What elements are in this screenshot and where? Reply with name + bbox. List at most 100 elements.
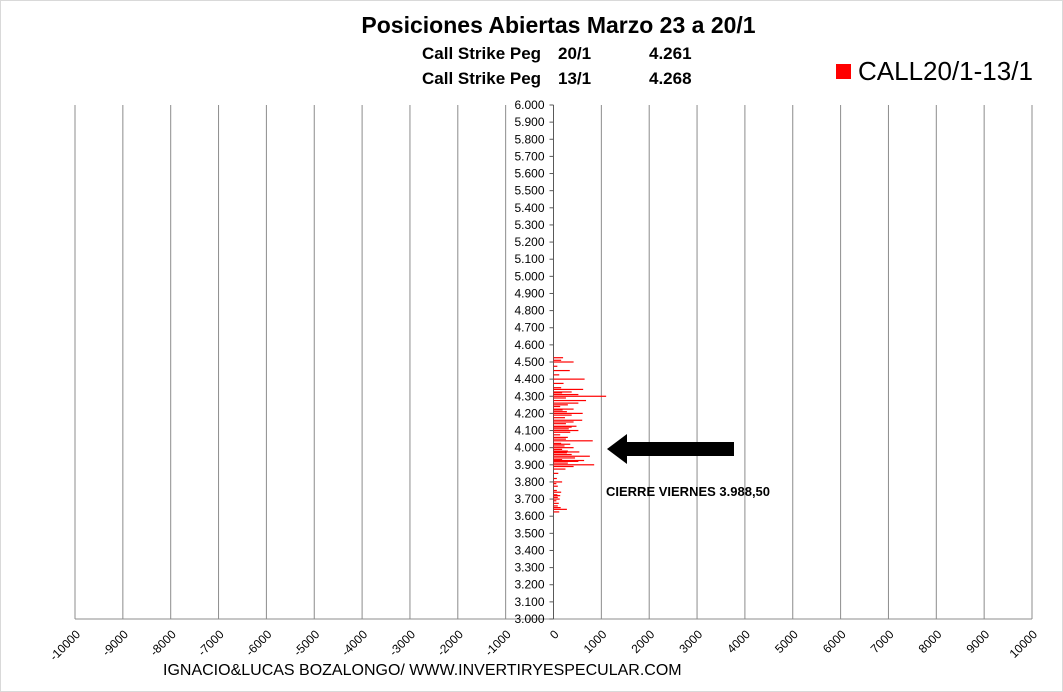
data-bar xyxy=(553,387,562,389)
data-bar xyxy=(553,408,574,410)
data-bar xyxy=(553,414,572,416)
data-bar xyxy=(553,436,568,438)
y-tick-label: 5.700 xyxy=(514,149,544,163)
y-tick-label: 4.000 xyxy=(514,441,544,455)
y-tick-label: 5.500 xyxy=(514,184,544,198)
arrow-shaft xyxy=(622,442,734,456)
data-bar xyxy=(553,496,558,498)
data-bar xyxy=(553,460,579,462)
y-tick-label: 3.200 xyxy=(514,578,544,592)
data-bar xyxy=(553,388,584,391)
data-bar xyxy=(553,464,595,466)
y-tick-label: 5.800 xyxy=(514,132,544,146)
footer-credit: IGNACIO&LUCAS BOZALONGO/ WWW.INVERTIRYES… xyxy=(163,662,682,679)
y-tick-label: 4.900 xyxy=(514,286,544,300)
data-bar xyxy=(553,419,583,421)
subtitle-date-1: 20/1 xyxy=(558,44,592,63)
legend-swatch xyxy=(836,64,851,79)
x-tick-label: 1000 xyxy=(581,627,610,656)
y-tick-label: 3.100 xyxy=(514,595,544,609)
y-tick-label: 6.000 xyxy=(514,98,544,112)
x-tick-label: -4000 xyxy=(339,627,371,659)
data-bar xyxy=(553,489,557,492)
y-tick-label: 5.100 xyxy=(514,252,544,266)
data-bar xyxy=(553,405,561,408)
x-tick-label: 7000 xyxy=(868,627,897,656)
data-bar xyxy=(553,507,561,509)
y-tick-label: 3.600 xyxy=(514,509,544,523)
subtitle-label-1: Call Strike Peg xyxy=(422,44,542,63)
x-tick-label: -3000 xyxy=(386,627,418,659)
data-bar xyxy=(553,445,565,447)
data-bar xyxy=(553,443,571,445)
x-tick-label: -6000 xyxy=(243,627,275,659)
y-tick-label: 3.300 xyxy=(514,561,544,575)
data-bar xyxy=(553,472,559,474)
data-bar xyxy=(553,502,559,504)
data-bar xyxy=(553,453,572,456)
x-tick-label: -9000 xyxy=(99,627,131,659)
y-tick-label: 3.500 xyxy=(514,526,544,540)
data-bar xyxy=(553,361,574,363)
x-tick-label: 6000 xyxy=(820,627,849,656)
y-tick-label: 3.000 xyxy=(514,612,544,626)
y-tick-label: 4.200 xyxy=(514,406,544,420)
data-bar xyxy=(553,411,567,413)
data-bar xyxy=(553,447,574,449)
x-tick-label: -10000 xyxy=(47,627,84,664)
data-bar xyxy=(553,505,558,507)
data-bar xyxy=(553,365,558,367)
x-tick-label: 0 xyxy=(547,627,562,642)
data-bar xyxy=(553,382,564,385)
legend: CALL20/1-13/1 xyxy=(836,56,1033,87)
x-tick-label: -5000 xyxy=(291,627,323,659)
y-tick-label: 3.900 xyxy=(514,458,544,472)
x-tick-label: -1000 xyxy=(482,627,514,659)
data-bar xyxy=(553,440,593,442)
data-bar xyxy=(553,404,568,406)
x-tick-label: 10000 xyxy=(1007,627,1041,661)
data-bar xyxy=(553,465,574,468)
y-tick-label: 3.400 xyxy=(514,543,544,557)
data-bar xyxy=(553,462,568,464)
y-tick-label: 4.700 xyxy=(514,321,544,335)
x-tick-label: 2000 xyxy=(629,627,658,656)
data-bar xyxy=(553,495,561,497)
data-bar xyxy=(553,417,565,419)
y-tick-label: 4.500 xyxy=(514,355,544,369)
data-bar xyxy=(553,494,558,496)
y-tick-label: 5.000 xyxy=(514,269,544,283)
y-tick-label: 4.100 xyxy=(514,424,544,438)
data-bar xyxy=(553,511,560,513)
x-tick-label: -2000 xyxy=(434,627,466,659)
x-tick-label: 5000 xyxy=(772,627,801,656)
data-bar xyxy=(553,448,563,450)
data-bar xyxy=(553,425,577,427)
data-bar xyxy=(553,412,583,414)
data-bar xyxy=(553,459,563,461)
data-bar xyxy=(553,402,579,404)
y-tick-label: 3.700 xyxy=(514,492,544,506)
y-tick-label: 4.400 xyxy=(514,372,544,386)
x-tick-label: 3000 xyxy=(676,627,705,656)
data-bar xyxy=(553,421,574,423)
data-bar xyxy=(553,455,590,457)
data-bar xyxy=(553,429,579,432)
x-tick-label: -8000 xyxy=(147,627,179,659)
y-tick-label: 3.800 xyxy=(514,475,544,489)
data-bar xyxy=(553,491,562,493)
data-bar xyxy=(553,397,566,399)
data-bar xyxy=(553,392,563,394)
data-bar xyxy=(553,359,562,361)
data-bar xyxy=(553,434,561,436)
data-bar xyxy=(553,378,585,380)
y-tick-label: 5.900 xyxy=(514,115,544,129)
x-tick-label: 4000 xyxy=(724,627,753,656)
y-tick-label: 5.600 xyxy=(514,167,544,181)
subtitle-date-2: 13/1 xyxy=(558,69,592,88)
data-bar xyxy=(553,369,570,372)
data-bar xyxy=(553,374,560,376)
data-bar xyxy=(553,438,566,440)
annotation-label: CIERRE VIERNES 3.988,50 xyxy=(606,484,771,499)
